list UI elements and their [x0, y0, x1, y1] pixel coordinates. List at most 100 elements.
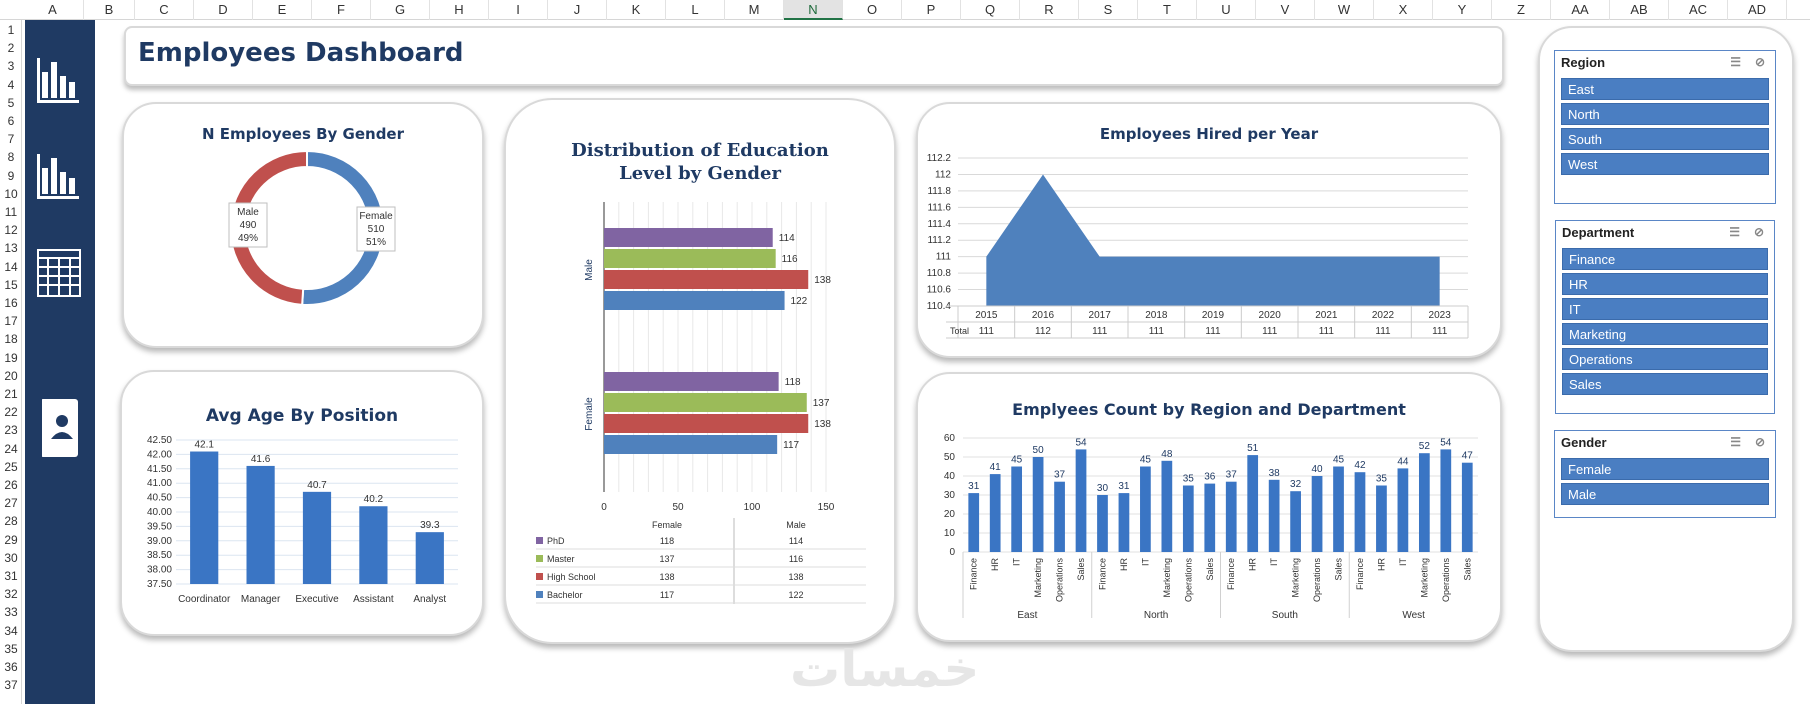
row-header[interactable]: 4	[7, 77, 15, 92]
row-header[interactable]: 32	[4, 587, 18, 602]
column-header[interactable]: F	[312, 0, 371, 20]
slicer-item-marketing[interactable]: Marketing	[1562, 323, 1768, 345]
table-cell: 138	[788, 572, 803, 582]
column-header[interactable]: AB	[1610, 0, 1669, 20]
x-tick-label: Manager	[241, 594, 281, 605]
row-header[interactable]: 35	[4, 641, 18, 656]
slicer-item-sales[interactable]: Sales	[1562, 373, 1768, 395]
row-header[interactable]: 37	[4, 678, 18, 693]
x-tick-label: Operations	[1312, 558, 1322, 603]
row-header[interactable]: 2	[7, 41, 15, 56]
slicer-item-it[interactable]: IT	[1562, 298, 1768, 320]
column-header[interactable]: P	[902, 0, 961, 20]
row-header[interactable]: 15	[4, 277, 18, 292]
column-header[interactable]: L	[666, 0, 725, 20]
row-header[interactable]: 6	[7, 114, 15, 128]
column-header[interactable]: M	[725, 0, 784, 20]
row-header[interactable]: 11	[4, 205, 18, 219]
column-header[interactable]: G	[371, 0, 430, 20]
row-header[interactable]: 21	[4, 387, 18, 401]
column-header[interactable]: Y	[1433, 0, 1492, 20]
column-header[interactable]: K	[607, 0, 666, 20]
column-header[interactable]: Z	[1492, 0, 1551, 20]
bar-chart-icon[interactable]	[33, 50, 85, 110]
data-label: 38	[1269, 468, 1281, 479]
row-header[interactable]: 24	[4, 441, 18, 456]
row-header[interactable]: 25	[4, 459, 18, 474]
slicer-item-male[interactable]: Male	[1561, 483, 1769, 505]
row-header[interactable]: 1	[7, 23, 15, 37]
column-header[interactable]: N	[784, 0, 843, 20]
bar	[1461, 462, 1473, 552]
column-header[interactable]: AC	[1669, 0, 1728, 20]
row-header[interactable]: 19	[4, 350, 18, 365]
multi-select-icon[interactable]: ☰	[1730, 55, 1741, 69]
multi-select-icon[interactable]: ☰	[1729, 225, 1740, 239]
column-header[interactable]: U	[1197, 0, 1256, 20]
slicer-item-female[interactable]: Female	[1561, 458, 1769, 480]
calendar-icon[interactable]	[33, 242, 85, 302]
column-header[interactable]: T	[1138, 0, 1197, 20]
row-header[interactable]: 13	[4, 241, 18, 256]
column-header[interactable]: W	[1315, 0, 1374, 20]
clear-filter-icon[interactable]: ⊘	[1753, 225, 1764, 239]
column-header[interactable]: D	[194, 0, 253, 20]
contact-card-icon[interactable]	[33, 398, 85, 458]
row-header[interactable]: 16	[4, 296, 18, 310]
row-header[interactable]: 17	[4, 314, 18, 329]
slicer-item-east[interactable]: East	[1561, 78, 1769, 100]
column-header[interactable]: S	[1079, 0, 1138, 20]
bar	[415, 532, 444, 584]
row-header[interactable]: 27	[4, 496, 18, 511]
multi-select-icon[interactable]: ☰	[1730, 435, 1741, 449]
column-header[interactable]: E	[253, 0, 312, 20]
row-header[interactable]: 31	[4, 569, 18, 583]
row-header[interactable]: 34	[4, 623, 18, 638]
bar	[1182, 485, 1194, 552]
row-header[interactable]: 5	[7, 95, 15, 110]
row-header[interactable]: 33	[4, 605, 18, 620]
column-header[interactable]: AD	[1728, 0, 1787, 20]
slicer-item-operations[interactable]: Operations	[1562, 348, 1768, 370]
clear-filter-icon[interactable]: ⊘	[1754, 435, 1765, 449]
column-headers: A B C D E F G H I J K L M N O P Q R S T U V W X Y Z AA AB AC AD	[0, 0, 1810, 20]
row-header[interactable]: 23	[4, 423, 18, 438]
row-header[interactable]: 36	[4, 660, 18, 674]
row-header[interactable]: 18	[4, 332, 18, 347]
column-header[interactable]: AA	[1551, 0, 1610, 20]
clear-filter-icon[interactable]: ⊘	[1754, 55, 1765, 69]
row-header[interactable]: 26	[4, 478, 18, 492]
column-header[interactable]: A	[22, 0, 84, 20]
row-header[interactable]: 8	[7, 150, 15, 165]
row-header[interactable]: 10	[4, 186, 18, 201]
column-header[interactable]: B	[84, 0, 135, 20]
row-header[interactable]: 3	[7, 59, 15, 74]
y-tick-label: 38.50	[147, 550, 172, 561]
row-header[interactable]: 30	[4, 550, 18, 565]
column-header[interactable]: V	[1256, 0, 1315, 20]
row-header[interactable]: 22	[4, 405, 18, 420]
row-header[interactable]: 29	[4, 532, 18, 547]
row-header[interactable]: 9	[7, 168, 15, 183]
column-header[interactable]: C	[135, 0, 194, 20]
slicer-item-hr[interactable]: HR	[1562, 273, 1768, 295]
row-header[interactable]: 7	[7, 132, 15, 147]
row-header[interactable]: 12	[4, 223, 18, 238]
slicer-item-north[interactable]: North	[1561, 103, 1769, 125]
column-header[interactable]: J	[548, 0, 607, 20]
row-header[interactable]: 20	[4, 368, 18, 383]
row-header[interactable]: 28	[4, 514, 18, 529]
sidebar-nav	[25, 20, 95, 704]
slicer-item-finance[interactable]: Finance	[1562, 248, 1768, 270]
row-header[interactable]: 14	[4, 259, 18, 274]
bar-chart-icon[interactable]	[33, 146, 85, 206]
column-header[interactable]: H	[430, 0, 489, 20]
column-header[interactable]: R	[1020, 0, 1079, 20]
group-label: Female	[584, 397, 595, 431]
column-header[interactable]: X	[1374, 0, 1433, 20]
column-header[interactable]: Q	[961, 0, 1020, 20]
slicer-item-south[interactable]: South	[1561, 128, 1769, 150]
column-header[interactable]: I	[489, 0, 548, 20]
slicer-item-west[interactable]: West	[1561, 153, 1769, 175]
column-header[interactable]: O	[843, 0, 902, 20]
